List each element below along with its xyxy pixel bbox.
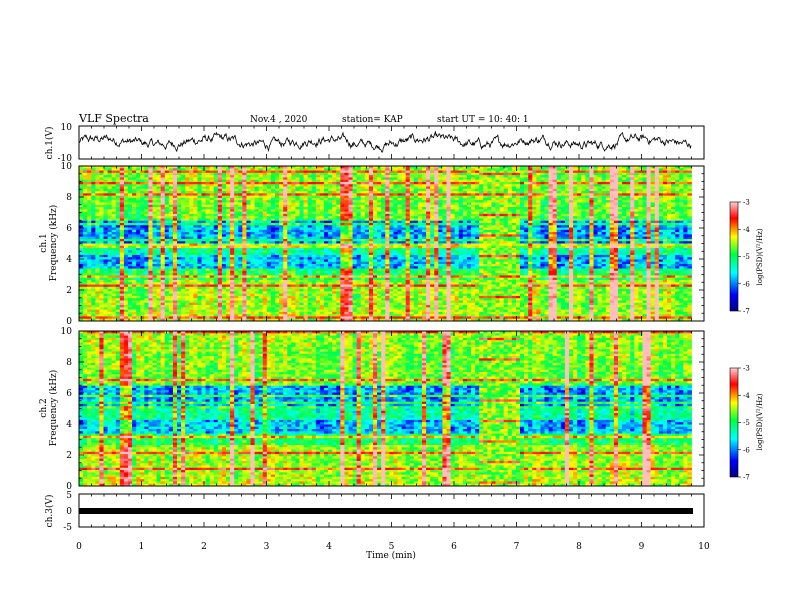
waveform-ch1-ylabel: ch.1(V): [44, 127, 55, 160]
ch1-ytick-bottom: -10: [58, 154, 73, 164]
colorbar-ch2-tick--7: -7: [743, 474, 750, 482]
spectrogram-ch1-ytick-2: 2: [66, 286, 72, 296]
panel-waveform-ch1: 10 -10 ch.1(V): [44, 123, 705, 164]
header-station: station= KAP: [342, 115, 403, 125]
colorbar-ch1-label: log(PSD)(V²/Hz): [756, 228, 764, 285]
colorbar-ch1-tick--3: -3: [743, 199, 750, 207]
x-tick-label-1: 1: [139, 542, 145, 552]
colorbar-ch2-scale: [729, 367, 739, 478]
colorbar-ch2-tick--5: -5: [743, 419, 750, 427]
x-tick-label-0: 0: [76, 542, 82, 552]
figure-title: VLF Spectra: [78, 112, 149, 125]
spectrogram-ch1-ylabel: Frequency (kHz): [48, 205, 59, 282]
spectrogram-ch1-ytick-4: 4: [66, 255, 72, 265]
spectrogram-ch2-ytick-6: 6: [66, 389, 72, 399]
axis-ticks: [78, 126, 705, 527]
header-start-time: start UT = 10: 40: 1: [437, 115, 529, 125]
colorbar-ch2-tick--6: -6: [743, 446, 750, 454]
spectrogram-ch2-ytick-4: 4: [66, 420, 72, 430]
spectrogram-ch2-ytick-0: 0: [66, 482, 72, 492]
x-tick-label-2: 2: [201, 542, 207, 552]
x-tick-label-6: 6: [451, 542, 457, 552]
waveform-ch3-ylabel: ch.3(V): [44, 495, 55, 528]
header-date: Nov.4 , 2020: [250, 115, 308, 125]
x-tick-label-10: 10: [698, 542, 710, 552]
colorbar-ch2-label: log(PSD)(V²/Hz): [756, 393, 764, 450]
spectrogram-ch1-ytick-10: 10: [61, 162, 73, 172]
x-axis-label: Time (min): [366, 550, 416, 561]
colorbar-ch2-tick--4: -4: [743, 392, 750, 400]
spectrogram-ch1-ytick-8: 8: [66, 193, 72, 203]
colorbar-ch1-tick--5: -5: [743, 253, 750, 261]
ch3-ytick-top: 5: [66, 491, 72, 501]
spectrogram-ch1-ytick-0: 0: [66, 317, 72, 327]
colorbar-ch1-tick--6: -6: [743, 280, 750, 288]
waveform-ch1-line: [78, 130, 692, 153]
panel-waveform-ch3: 5 0 -5 ch.3(V) 0 1 2 3 4 5 6 7 8 9 10 Time (min): [44, 491, 710, 561]
panel-spectrogram-ch2: 0 2 4 6 8 10 ch.2 Frequency (kHz) -3 -4 -5 -6 -7 …: [39, 327, 764, 492]
spectrogram-ch1-ylabel-channel: ch.1: [39, 233, 49, 252]
colorbar-ch2-tick--3: -3: [743, 365, 750, 373]
spectrogram-ch2-image: [79, 331, 692, 487]
waveform-ch3-trace: [79, 508, 693, 514]
colorbar-ch1-tick--4: -4: [743, 226, 750, 234]
x-tick-label-7: 7: [514, 542, 520, 552]
spectrogram-ch1-image: [79, 166, 692, 322]
x-tick-label-9: 9: [639, 542, 645, 552]
spectrogram-ch2-ytick-2: 2: [66, 451, 72, 461]
colorbar-ch1-scale: [729, 201, 739, 312]
x-tick-label-4: 4: [326, 542, 332, 552]
ch3-ytick-mid: 0: [66, 507, 72, 517]
x-tick-label-5: 5: [389, 542, 395, 552]
panel-spectrogram-ch1: 0 2 4 6 8 10 ch.1 Frequency (kHz) -3 -4 -5 -6 -7 …: [39, 162, 764, 327]
colorbar-ch1-tick--7: -7: [743, 308, 750, 316]
x-tick-label-3: 3: [264, 542, 270, 552]
colorbar-ch1: -3 -4 -5 -6 -7 log(PSD)(V²/Hz): [729, 199, 764, 316]
colorbar-ch2: -3 -4 -5 -6 -7 log(PSD)(V²/Hz): [729, 365, 764, 482]
x-tick-label-8: 8: [576, 542, 582, 552]
spectrogram-ch2-ytick-10: 10: [61, 327, 73, 337]
spectrogram-ch2-ylabel-channel: ch.2: [39, 398, 49, 417]
spectrogram-ch2-ylabel: Frequency (kHz): [48, 370, 59, 447]
spectrogram-ch1-ytick-6: 6: [66, 224, 72, 234]
ch1-ytick-top: 10: [61, 123, 73, 133]
ch3-ytick-bottom: -5: [63, 523, 72, 533]
spectrogram-ch2-ytick-8: 8: [66, 358, 72, 368]
